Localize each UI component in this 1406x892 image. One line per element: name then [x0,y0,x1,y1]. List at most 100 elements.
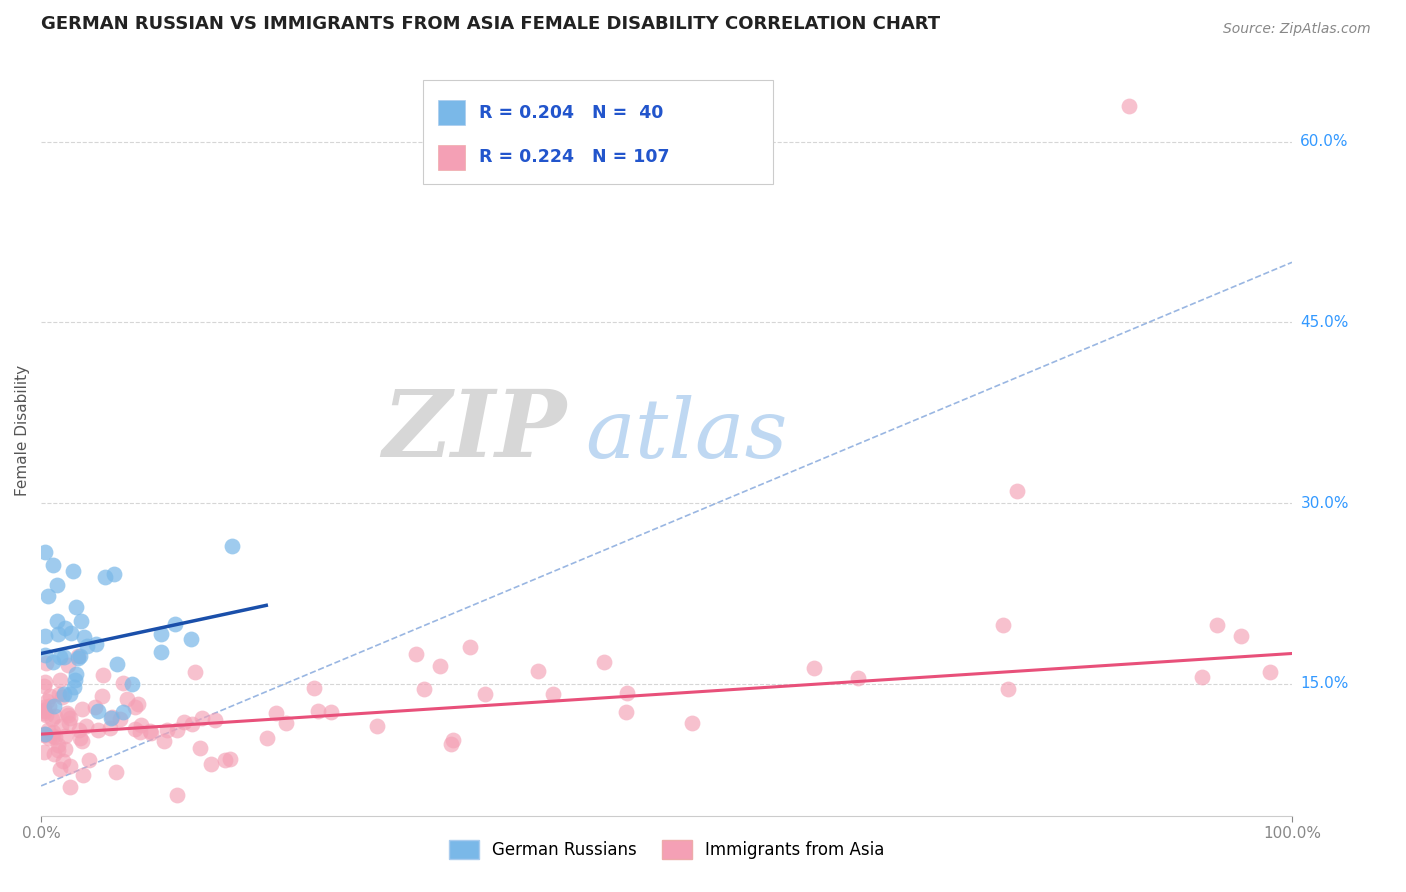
Point [77,753,100,767]
Point [91,668,114,682]
Point [66,648,89,663]
Point [76,640,98,654]
Point [214,754,236,768]
Point [115,691,138,706]
Point [52,755,75,769]
Point [276,715,298,730]
Point [39,690,62,704]
Point [191,711,214,725]
Point [56,657,79,672]
Y-axis label: Female Disability: Female Disability [15,365,30,496]
Point [67,723,90,738]
Point [59,687,82,701]
Point [32,706,55,720]
Point [41,729,63,743]
Point [44,731,66,745]
Point [62,564,84,578]
Point [59,780,82,794]
Point [51,690,73,704]
Point [60,626,83,640]
Point [256,731,278,745]
Point [48,673,70,687]
Point [87,704,110,718]
Point [366,719,388,733]
Point [105,765,128,780]
Point [139,726,162,740]
Text: ZIP: ZIP [382,386,567,475]
Point [307,704,329,718]
Point [69,731,91,745]
Point [200,757,222,772]
Point [166,788,188,802]
Point [1191,670,1213,684]
Point [846,671,869,685]
Point [72,768,94,782]
Point [32,704,55,718]
Point [139,723,162,738]
Point [34,648,56,662]
Point [103,566,125,581]
Point [32,727,55,741]
Point [70,614,93,628]
Point [127,697,149,711]
Point [46,626,69,640]
Point [124,699,146,714]
Point [70,701,93,715]
Point [180,717,202,731]
Point [62,680,84,694]
Text: 15.0%: 15.0% [1301,676,1348,691]
Text: 60.0%: 60.0% [1301,135,1348,150]
Point [53,687,76,701]
Text: 30.0%: 30.0% [1301,496,1348,510]
Point [91,689,114,703]
Point [593,656,616,670]
Point [35,708,58,723]
Point [163,616,186,631]
Point [56,706,79,720]
Point [100,711,122,725]
Point [46,743,69,757]
Point [98,722,121,736]
Point [53,729,76,743]
Point [75,719,97,733]
Text: R = 0.204   N =  40: R = 0.204 N = 40 [479,103,664,121]
Point [803,661,825,675]
Point [67,650,90,665]
Point [150,627,173,641]
Text: 45.0%: 45.0% [1301,315,1348,330]
Point [219,752,242,766]
Point [221,539,243,553]
Point [150,645,173,659]
Point [111,705,134,719]
Point [94,569,117,583]
Point [101,710,124,724]
Point [69,648,91,663]
Point [474,687,496,701]
Point [86,637,108,651]
Point [1258,665,1281,679]
Point [429,658,451,673]
Point [42,558,65,573]
Point [321,705,343,719]
Point [128,725,150,739]
Point [32,679,55,693]
Point [204,714,226,728]
Point [38,731,60,745]
Text: GERMAN RUSSIAN VS IMMIGRANTS FROM ASIA FEMALE DISABILITY CORRELATION CHART: GERMAN RUSSIAN VS IMMIGRANTS FROM ASIA F… [41,15,941,33]
Point [405,647,427,661]
Point [37,723,59,737]
Point [616,705,638,719]
Point [38,698,60,713]
Point [32,699,55,714]
Point [302,681,325,695]
Point [32,728,55,742]
Point [460,640,482,654]
Point [34,629,56,643]
Point [108,712,131,726]
Point [121,677,143,691]
Point [46,577,69,591]
Point [59,711,82,725]
Point [616,686,638,700]
Point [49,649,72,664]
Point [180,632,202,646]
